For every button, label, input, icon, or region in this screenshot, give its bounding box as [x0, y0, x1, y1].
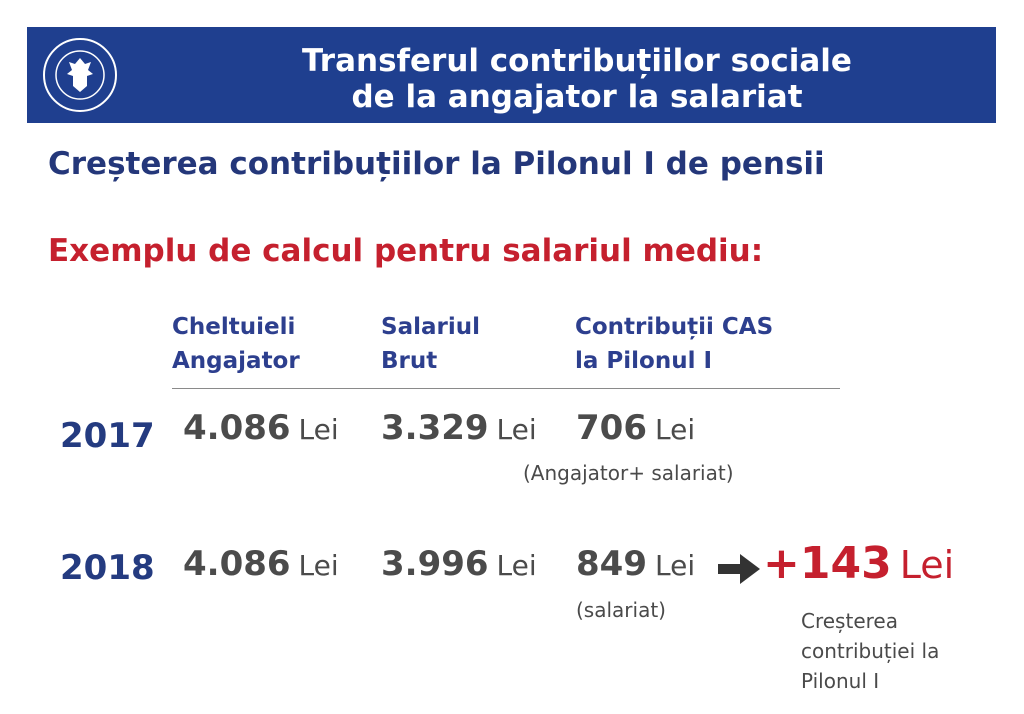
cas-2018: 849 Lei [576, 544, 695, 584]
employer-cost-2017-value: 4.086 [183, 408, 291, 448]
header-banner: Transferul contribuțiilor sociale de la … [27, 27, 996, 123]
year-2018: 2018 [60, 548, 155, 588]
increase-unit: Lei [899, 543, 955, 587]
header-divider [172, 388, 840, 389]
cas-2018-unit: Lei [654, 549, 696, 582]
banner-title-line1: Transferul contribuțiilor sociale [302, 43, 852, 79]
employer-cost-2018-unit: Lei [298, 549, 339, 582]
increase-note: Creșterea contribuției la Pilonul I [801, 609, 940, 693]
cas-2017: 706 Lei [576, 408, 695, 448]
section-subtitle: Creșterea contribuțiilor la Pilonul I de… [48, 146, 825, 182]
column-header-cas: Contribuții CAS la Pilonul I [575, 314, 774, 374]
cas-2018-value: 849 [576, 544, 647, 584]
employer-cost-2018: 4.086 Lei [183, 544, 339, 584]
gross-salary-2017: 3.329 Lei [381, 408, 537, 448]
year-2017: 2017 [60, 416, 155, 456]
gross-salary-2017-unit: Lei [496, 413, 537, 446]
arrow-right-icon [718, 554, 760, 584]
employer-cost-2017: 4.086 Lei [183, 408, 339, 448]
column-header-employer-cost: Cheltuieli Angajator [172, 314, 300, 374]
employer-cost-2018-value: 4.086 [183, 544, 291, 584]
gross-salary-2017-value: 3.329 [381, 408, 489, 448]
increase-value: +143 [763, 538, 892, 589]
gross-salary-2018: 3.996 Lei [381, 544, 537, 584]
cas-2017-note: (Angajator+ salariat) [523, 461, 734, 485]
banner-title: Transferul contribuțiilor sociale de la … [217, 43, 937, 115]
gross-salary-2018-value: 3.996 [381, 544, 489, 584]
example-title: Exemplu de calcul pentru salariul mediu: [48, 233, 764, 269]
cas-2017-value: 706 [576, 408, 647, 448]
banner-title-line2: de la angajator la salariat [351, 79, 803, 115]
increase-amount: +143 Lei [763, 538, 954, 589]
cas-2017-unit: Lei [654, 413, 696, 446]
column-header-gross-salary: Salariul Brut [381, 314, 480, 374]
gross-salary-2018-unit: Lei [496, 549, 537, 582]
government-seal-icon [43, 38, 117, 112]
employer-cost-2017-unit: Lei [298, 413, 339, 446]
cas-2018-note: (salariat) [576, 598, 666, 622]
